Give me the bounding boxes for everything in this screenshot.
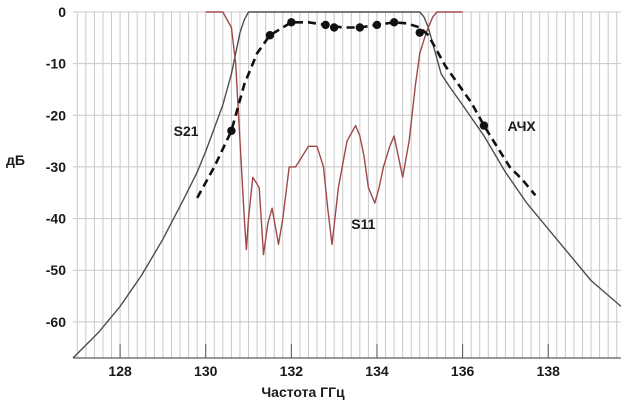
- series-annotation: S11: [351, 216, 375, 232]
- y-tick-label: -60: [46, 314, 66, 330]
- y-axis-title: дБ: [6, 152, 25, 168]
- x-tick-label: 132: [280, 363, 304, 379]
- y-tick-label: -40: [46, 211, 66, 227]
- x-tick-label: 136: [451, 363, 475, 379]
- series-marker-АЧХ: [416, 28, 424, 36]
- series-marker-АЧХ: [321, 21, 329, 29]
- y-tick-label: -10: [46, 56, 66, 72]
- series-marker-АЧХ: [330, 23, 338, 31]
- x-tick-label: 138: [537, 363, 561, 379]
- x-tick-label: 130: [194, 363, 218, 379]
- series-marker-АЧХ: [390, 18, 398, 26]
- y-tick-label: -50: [46, 262, 66, 278]
- y-tick-label: -20: [46, 107, 66, 123]
- series-annotation: АЧХ: [508, 118, 537, 134]
- y-tick-label: 0: [58, 4, 66, 20]
- series-annotation: S21: [174, 123, 199, 139]
- series-marker-АЧХ: [356, 23, 364, 31]
- series-marker-АЧХ: [480, 121, 488, 129]
- series-marker-АЧХ: [373, 21, 381, 29]
- y-tick-label: -30: [46, 159, 66, 175]
- x-axis-title: Частота ГГц: [261, 384, 345, 400]
- x-tick-label: 134: [365, 363, 389, 379]
- series-marker-АЧХ: [266, 31, 274, 39]
- series-marker-АЧХ: [227, 127, 235, 135]
- series-marker-АЧХ: [287, 18, 295, 26]
- x-tick-label: 128: [108, 363, 132, 379]
